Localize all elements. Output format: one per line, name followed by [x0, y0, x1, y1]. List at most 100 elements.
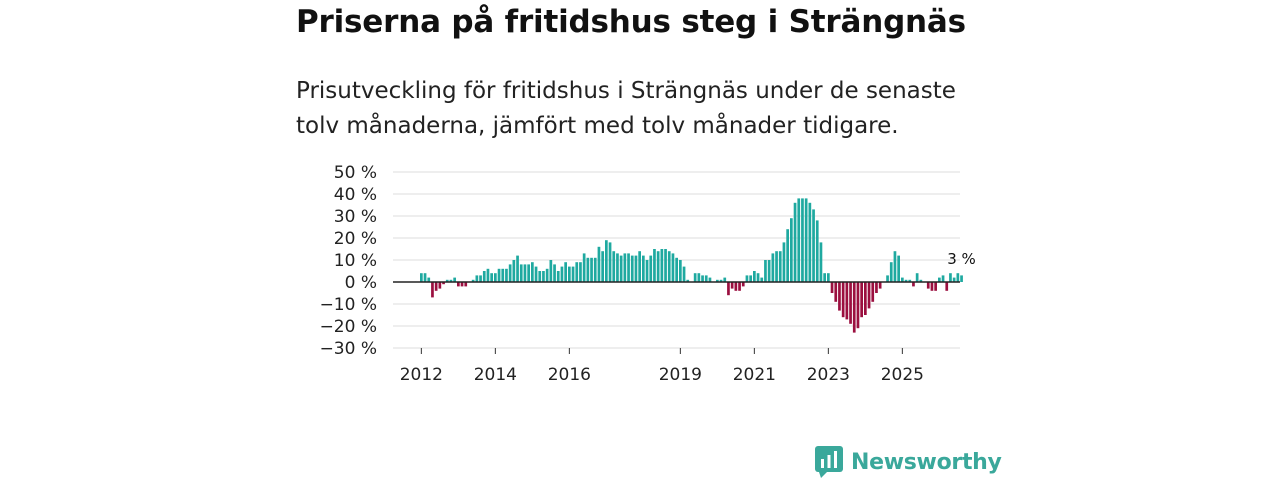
x-tick-label: 2023 — [807, 365, 850, 385]
bar — [649, 255, 653, 282]
bar — [564, 262, 567, 282]
bar — [538, 271, 542, 282]
bar — [597, 246, 601, 282]
bar — [804, 198, 808, 282]
bar — [516, 255, 519, 282]
bar — [471, 279, 475, 282]
bar — [619, 255, 623, 282]
bar — [445, 279, 449, 282]
bar — [519, 264, 523, 282]
bar — [605, 240, 608, 282]
chart-subtitle: Prisutveckling för fritidshus i Strängnä… — [296, 78, 956, 139]
bar — [420, 273, 423, 282]
bar — [508, 264, 512, 282]
bar — [919, 279, 923, 282]
bar — [534, 266, 538, 282]
bar — [904, 279, 908, 282]
bar — [812, 209, 815, 282]
bar — [675, 257, 678, 282]
bar — [960, 275, 963, 282]
bar — [512, 260, 516, 282]
bar — [505, 268, 508, 282]
bar — [457, 282, 460, 287]
bar — [701, 275, 704, 282]
bar — [660, 249, 664, 282]
bar — [760, 277, 764, 282]
bar — [741, 282, 745, 287]
bar — [656, 251, 660, 282]
bar — [723, 277, 727, 282]
bar — [482, 271, 486, 282]
x-tick-label: 2016 — [548, 365, 591, 385]
bar — [497, 268, 501, 282]
bar — [630, 255, 634, 282]
bar — [801, 198, 804, 282]
bar — [427, 277, 431, 282]
bar — [431, 282, 434, 298]
bar — [582, 253, 586, 282]
y-tick-label: −30 % — [320, 339, 377, 359]
bars — [420, 198, 963, 333]
bar — [645, 260, 649, 282]
bar — [664, 249, 667, 282]
newsworthy-logo-icon — [815, 446, 843, 478]
bar — [938, 277, 941, 282]
y-tick-label: −20 % — [320, 317, 377, 337]
bar — [852, 282, 856, 333]
bar — [642, 255, 645, 282]
x-tick-label: 2019 — [659, 365, 702, 385]
y-tick-label: 0 % — [345, 273, 377, 293]
bar — [586, 257, 590, 282]
bar — [623, 253, 627, 282]
bar — [878, 282, 882, 289]
bar — [556, 271, 560, 282]
x-tick-label: 2025 — [881, 365, 924, 385]
bar — [549, 260, 553, 282]
brand-logo: Newsworthy — [815, 446, 1002, 478]
bar — [753, 271, 756, 282]
bar — [727, 282, 730, 296]
bar — [627, 253, 630, 282]
bar — [553, 264, 556, 282]
bar — [819, 242, 823, 282]
bar — [889, 262, 893, 282]
bar — [875, 282, 878, 293]
bar — [782, 242, 786, 282]
y-tick-label: 10 % — [334, 251, 377, 271]
y-tick-label: −10 % — [320, 295, 377, 315]
x-tick-label: 2014 — [474, 365, 517, 385]
bar — [834, 282, 838, 302]
bar — [708, 277, 712, 282]
bar — [830, 282, 834, 293]
bar — [941, 275, 945, 282]
bar — [545, 268, 549, 282]
bar — [849, 282, 852, 324]
bar — [612, 251, 616, 282]
bar — [634, 255, 638, 282]
bar — [542, 271, 545, 282]
bar — [808, 202, 812, 282]
chart-title: Priserna på fritidshus steg i Strängnäs — [296, 4, 966, 40]
x-tick-label: 2012 — [400, 365, 443, 385]
bar — [719, 279, 723, 282]
bar — [956, 273, 960, 282]
bar — [479, 275, 482, 282]
bar — [845, 282, 849, 320]
bar — [667, 251, 671, 282]
bar — [767, 260, 771, 282]
bar — [778, 251, 782, 282]
bar — [730, 282, 734, 289]
bar — [745, 275, 749, 282]
bar — [475, 275, 479, 282]
bar — [568, 266, 571, 282]
bar — [771, 253, 775, 282]
bar — [608, 242, 612, 282]
bar — [464, 282, 468, 287]
bar — [838, 282, 841, 311]
bar — [716, 279, 719, 282]
bar — [442, 282, 445, 285]
bar — [575, 262, 579, 282]
bar — [915, 273, 919, 282]
bar — [815, 220, 819, 282]
